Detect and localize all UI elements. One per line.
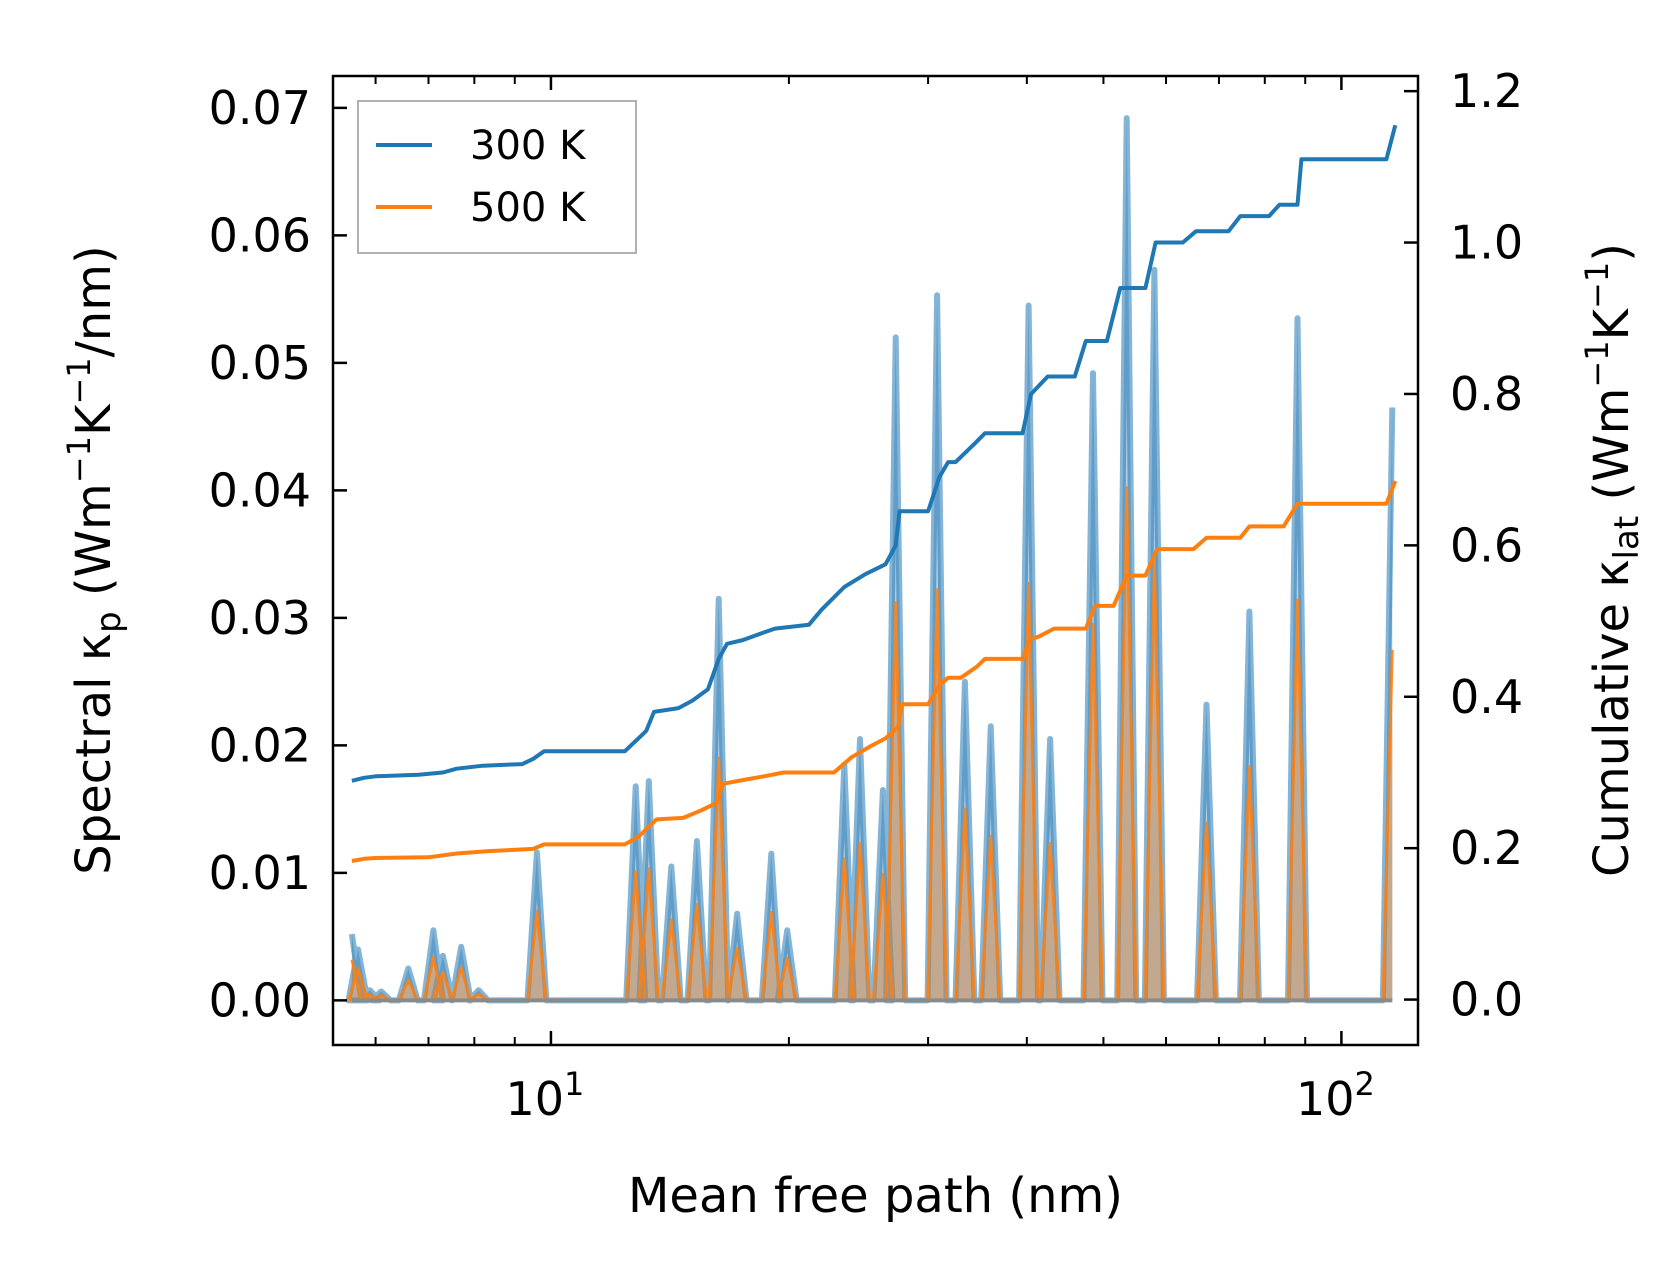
y-left-tick-label: 0.05 [209, 336, 311, 390]
y-right-tick-label: 0.2 [1450, 821, 1523, 875]
y-left-tick-label: 0.01 [209, 846, 311, 900]
y-right-axis-title: Cumulative κlat (Wm−1K−1) [1578, 243, 1647, 877]
x-tick-label: 101 [505, 1065, 584, 1126]
y-left-tick-label: 0.06 [209, 208, 311, 262]
legend-label-0: 300 K [470, 123, 587, 169]
x-tick-label: 102 [1296, 1065, 1375, 1126]
legend-label-1: 500 K [470, 185, 587, 231]
cumulative-500k-line [351, 480, 1398, 863]
x-axis-title: Mean free path (nm) [628, 1168, 1123, 1224]
y-right-tick-label: 0.8 [1450, 367, 1523, 421]
spectral-layer [345, 115, 1396, 1004]
cumulative-layer [351, 124, 1398, 863]
spectral-500k-fill [348, 487, 1393, 1001]
y-right-tick-label: 1.0 [1450, 216, 1523, 270]
legend: 300 K 500 K [357, 100, 637, 254]
legend-box [357, 100, 637, 254]
y-left-tick-label: 0.00 [209, 973, 311, 1027]
cumulative-300k-line [351, 124, 1398, 783]
labels-layer: 0.00 0.01 0.02 0.03 0.04 0.05 0.06 0.07 0.0 0.2 0.… [60, 64, 1647, 1224]
y-right-tick-label: 1.2 [1450, 64, 1523, 118]
y-left-tick-label: 0.04 [209, 463, 311, 517]
y-left-tick-label: 0.02 [209, 718, 311, 772]
plot-frame [331, 74, 1420, 1047]
y-left-tick-label: 0.07 [209, 81, 311, 135]
y-right-tick-label: 0.6 [1450, 518, 1523, 572]
y-left-axis-title: Spectral κp (Wm−1K−1/nm) [60, 245, 129, 874]
axes-layer [331, 74, 1420, 1047]
y-right-tick-label: 0.4 [1450, 670, 1523, 724]
y-right-tick-label: 0.0 [1450, 973, 1523, 1027]
y-left-tick-label: 0.03 [209, 591, 311, 645]
